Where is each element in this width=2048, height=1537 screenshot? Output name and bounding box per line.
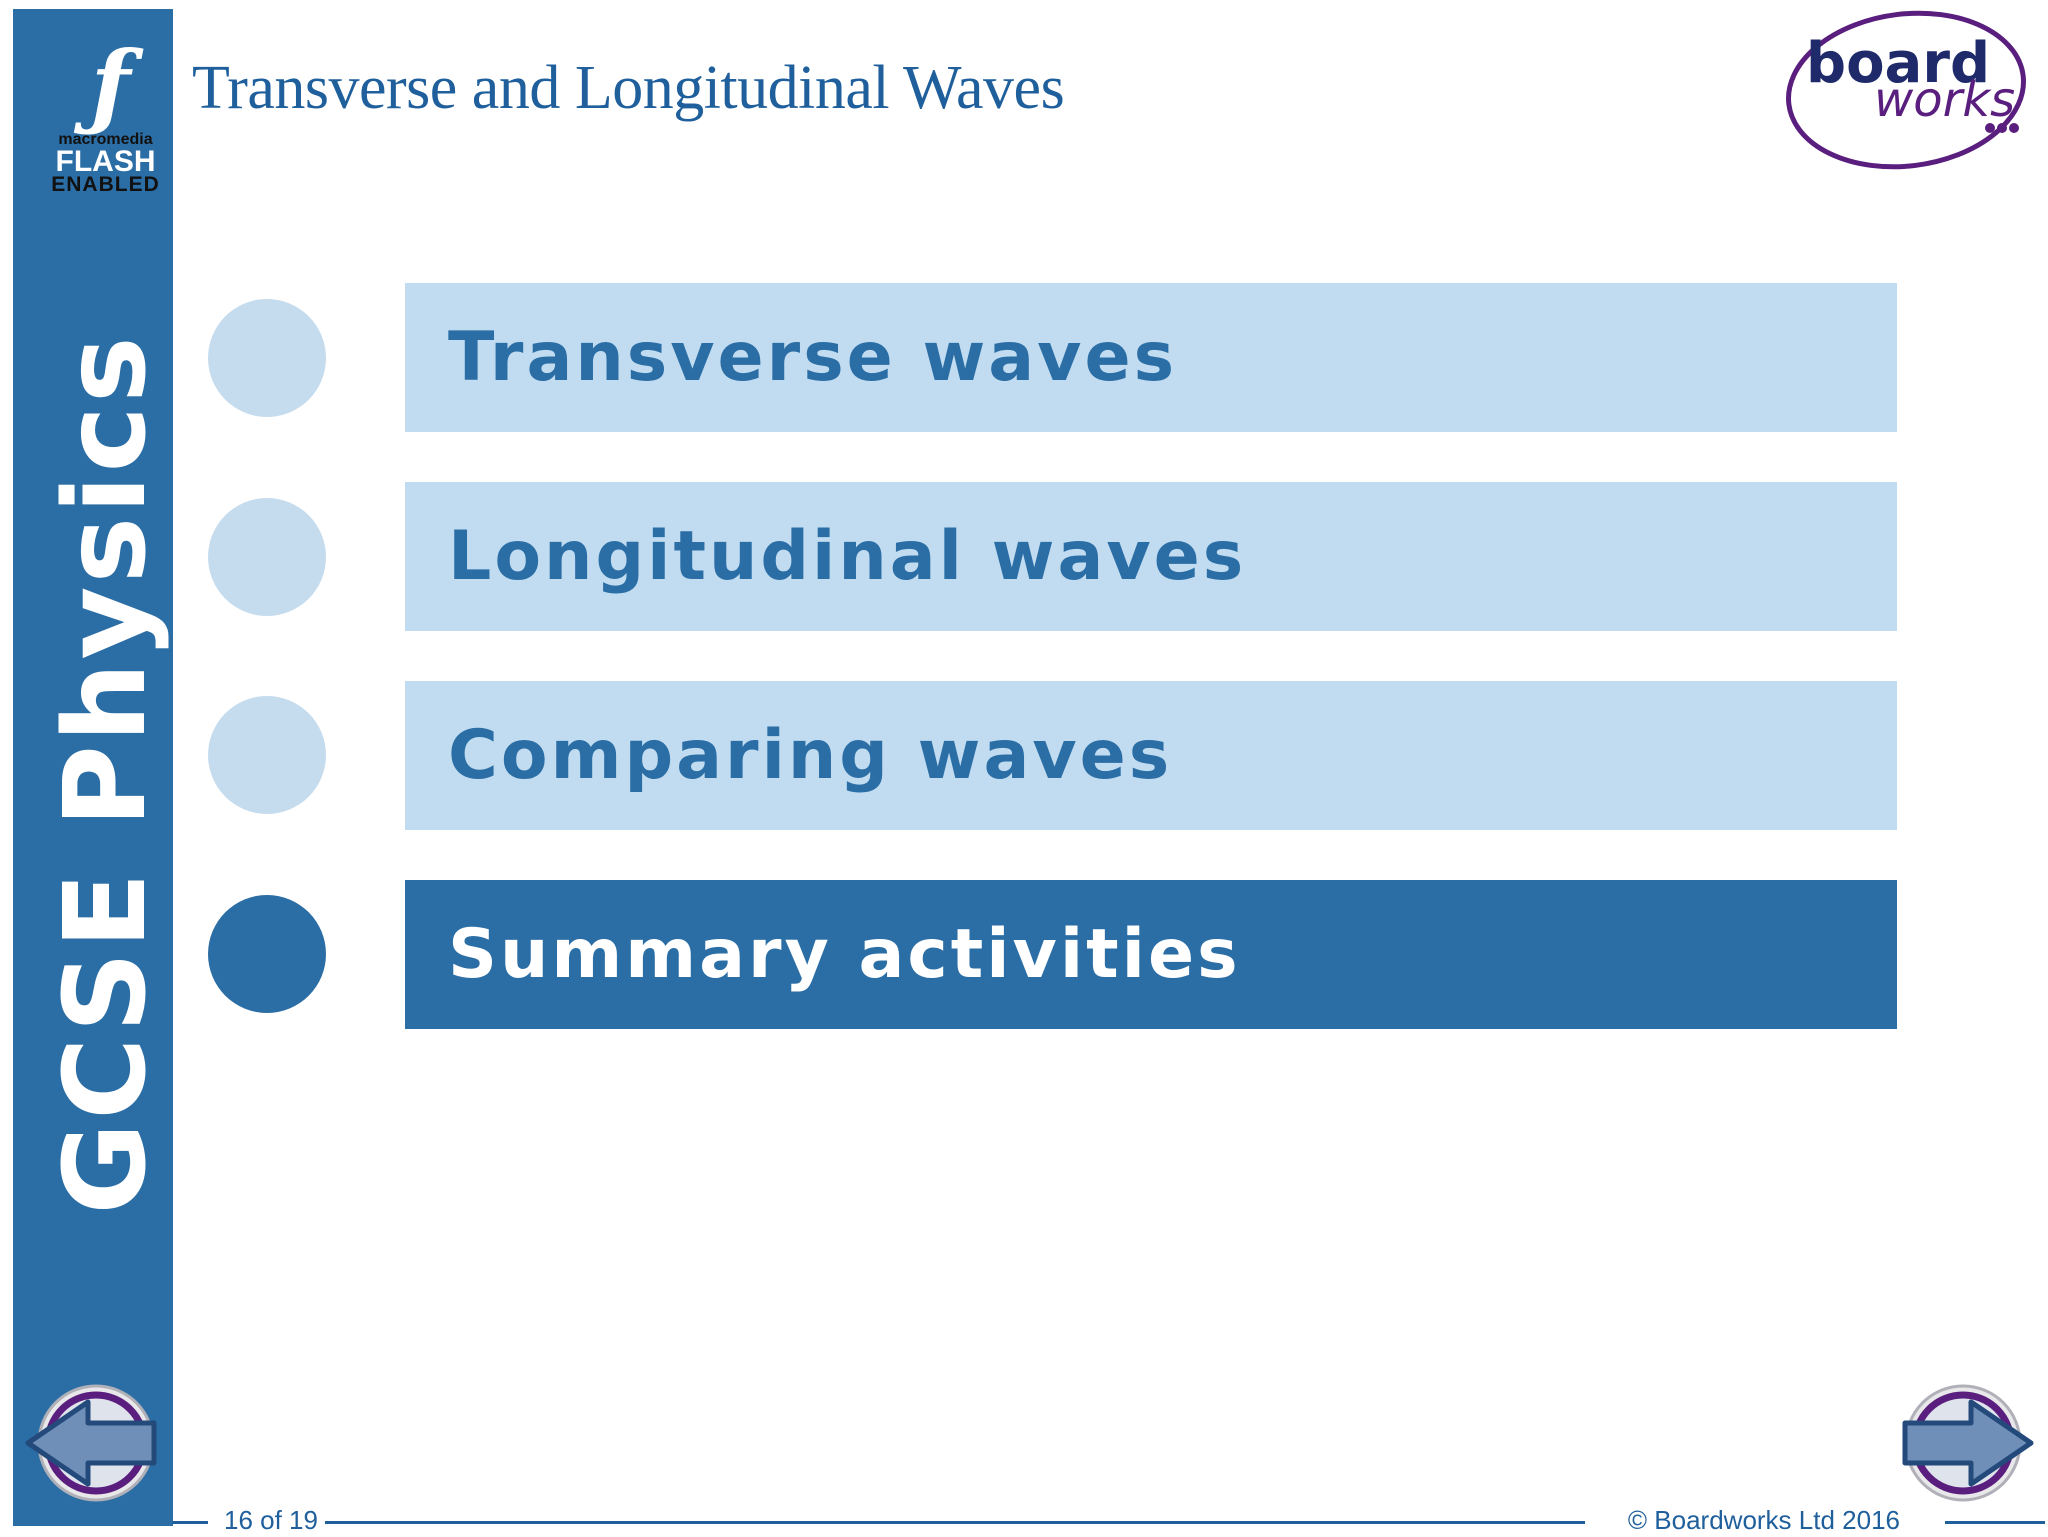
footer-divider-center (325, 1521, 1585, 1524)
footer-divider-left (172, 1521, 208, 1524)
menu-bullet-3[interactable] (208, 696, 326, 814)
menu-item-summary-activities[interactable]: Summary activities (405, 880, 1897, 1029)
menu-bullet-4-active[interactable] (208, 895, 326, 1013)
logo-line-1: board (1806, 31, 1990, 96)
flash-enabled-badge: ƒ macromedia FLASH ENABLED (43, 39, 168, 199)
menu-bullet-2[interactable] (208, 498, 326, 616)
footer-divider-right (1945, 1521, 2045, 1524)
flash-status-text: ENABLED (51, 173, 160, 196)
course-title: GCSE Physics (41, 333, 171, 1215)
menu-item-transverse-waves[interactable]: Transverse waves (405, 283, 1897, 432)
sidebar: ƒ macromedia FLASH ENABLED GCSE Physics (13, 9, 173, 1526)
logo-line-2: works (1874, 72, 2015, 128)
menu-bullet-1[interactable] (208, 299, 326, 417)
logo-dots (1985, 123, 2019, 133)
flash-f-icon: ƒ (90, 31, 131, 139)
copyright-text: © Boardworks Ltd 2016 (1627, 1505, 1900, 1535)
boardworks-logo: board works (1786, 10, 2026, 170)
right-arrow-icon[interactable] (1892, 1380, 2037, 1510)
left-arrow-icon[interactable] (22, 1380, 167, 1510)
slide-counter: 16 of 19 (224, 1505, 318, 1535)
flash-brand-text: macromedia (58, 131, 153, 148)
menu-item-comparing-waves[interactable]: Comparing waves (405, 681, 1897, 830)
flash-product-text: FLASH (55, 145, 156, 178)
page-title: Transverse and Longitudinal Waves (192, 54, 1065, 122)
menu-item-longitudinal-waves[interactable]: Longitudinal waves (405, 482, 1897, 631)
